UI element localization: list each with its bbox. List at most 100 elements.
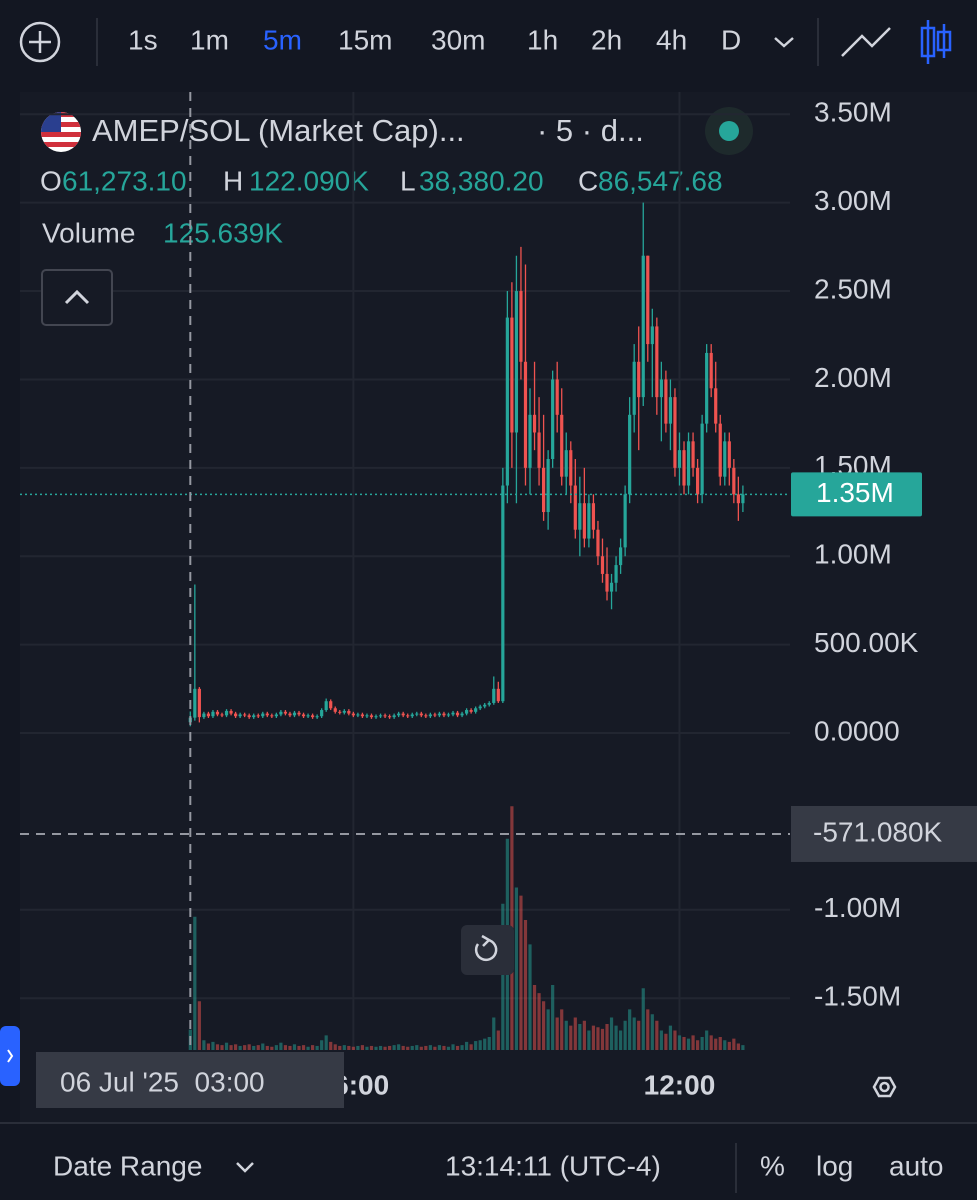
volume-bar [383,1046,387,1050]
volume-bar [279,1042,283,1050]
candle-body [696,467,700,495]
candle-body [274,714,278,717]
candle-body [641,255,645,398]
volume-bar [460,1045,464,1050]
volume-bar [311,1045,315,1050]
volume-bar [641,988,645,1050]
volume-bar [378,1045,383,1050]
volume-bar [686,1038,691,1050]
ohlc-label: L [400,165,416,196]
interval-button[interactable]: 5m [263,24,302,55]
collapse-button[interactable] [41,269,113,326]
volume-bar [261,1043,265,1050]
volume-bar [234,1044,238,1050]
volume-bar [238,1045,242,1050]
volume-bar [415,1045,419,1050]
candle-body [365,715,369,717]
volume-bar [659,1030,663,1050]
volume-bar [623,1020,627,1050]
volume-bar [727,1041,731,1050]
candle-body [700,423,704,495]
interval-button[interactable]: 15m [338,24,392,55]
candle-body [401,713,405,716]
candle-body [591,503,596,530]
y-tick-label: -1.50M [814,981,901,1012]
volume-bar [329,1041,333,1050]
volume-bar [437,1045,442,1050]
volume-bar [365,1046,369,1050]
interval-button[interactable]: 1s [128,24,158,55]
volume-bar [542,1001,546,1050]
volume-bar [637,1020,641,1050]
volume-bar [388,1045,392,1050]
percent-toggle[interactable]: % [760,1150,785,1181]
candle-body [542,467,546,513]
volume-bar [501,903,505,1050]
candle-body [614,565,618,583]
candle-chart-icon[interactable] [920,20,952,64]
log-toggle[interactable]: log [816,1150,853,1181]
candle-body [279,711,283,715]
volume-bar [288,1045,292,1050]
price-axis-bg [790,92,977,1050]
x-tick-label: 12:00 [644,1069,716,1100]
ohlc-label: C [578,165,598,196]
candle-body [469,710,473,712]
volume-bar [274,1045,278,1050]
candle-body [600,556,605,574]
volume-bar [664,1033,668,1050]
volume-bar [283,1045,288,1050]
volume-bar [587,1030,591,1050]
side-tab[interactable] [0,1026,20,1086]
volume-bar [546,1009,550,1050]
volume-bar [578,1024,582,1050]
auto-toggle[interactable]: auto [889,1150,944,1181]
candle-body [306,715,310,717]
candle-body [392,715,396,718]
volume-bar [410,1045,414,1050]
volume-bar [668,1025,673,1050]
candle-body [460,713,464,716]
crosshair-price-bg [791,805,977,862]
symbol-meta: · 5 · d... [537,113,644,148]
interval-button[interactable]: 1h [527,24,558,55]
candle-body [609,582,614,592]
volume-bar [256,1045,260,1050]
reset-button[interactable] [461,925,514,975]
candle-body [356,714,360,716]
candle-body [329,701,333,709]
candle-body [555,379,559,415]
candle-body [677,450,682,468]
candle-body [537,432,541,468]
ohlc-label: O [40,165,62,196]
interval-button[interactable]: 2h [591,24,622,55]
interval-button[interactable]: 1m [190,24,229,55]
volume-bar [496,1030,500,1050]
more-intervals[interactable] [774,37,794,48]
volume-bar [252,1045,256,1050]
settings-icon[interactable] [872,1076,897,1098]
candle-body [347,710,351,714]
candle-body [410,714,414,717]
ohlc-value: 38,380.20 [419,165,544,196]
status-dot [719,121,739,141]
candle-body [705,352,709,424]
candle-body [655,326,659,398]
interval-button[interactable]: 30m [431,24,485,55]
date-range[interactable]: Date Range [53,1150,202,1181]
volume-bar [351,1046,355,1050]
candle-body [424,715,428,717]
ohlc-value: 122.090K [249,165,369,196]
candle-body [451,712,455,715]
line-chart-icon[interactable] [841,27,891,57]
volume-bar [215,1044,220,1050]
interval-button[interactable]: 4h [656,24,687,55]
candle-body [587,503,591,539]
candle-body [664,379,668,424]
candle-body [487,702,491,705]
volume-bar [229,1045,233,1050]
candle-body [378,715,383,717]
interval-button[interactable]: D [721,24,741,55]
candle-body [619,547,623,566]
add-button[interactable] [19,21,61,63]
